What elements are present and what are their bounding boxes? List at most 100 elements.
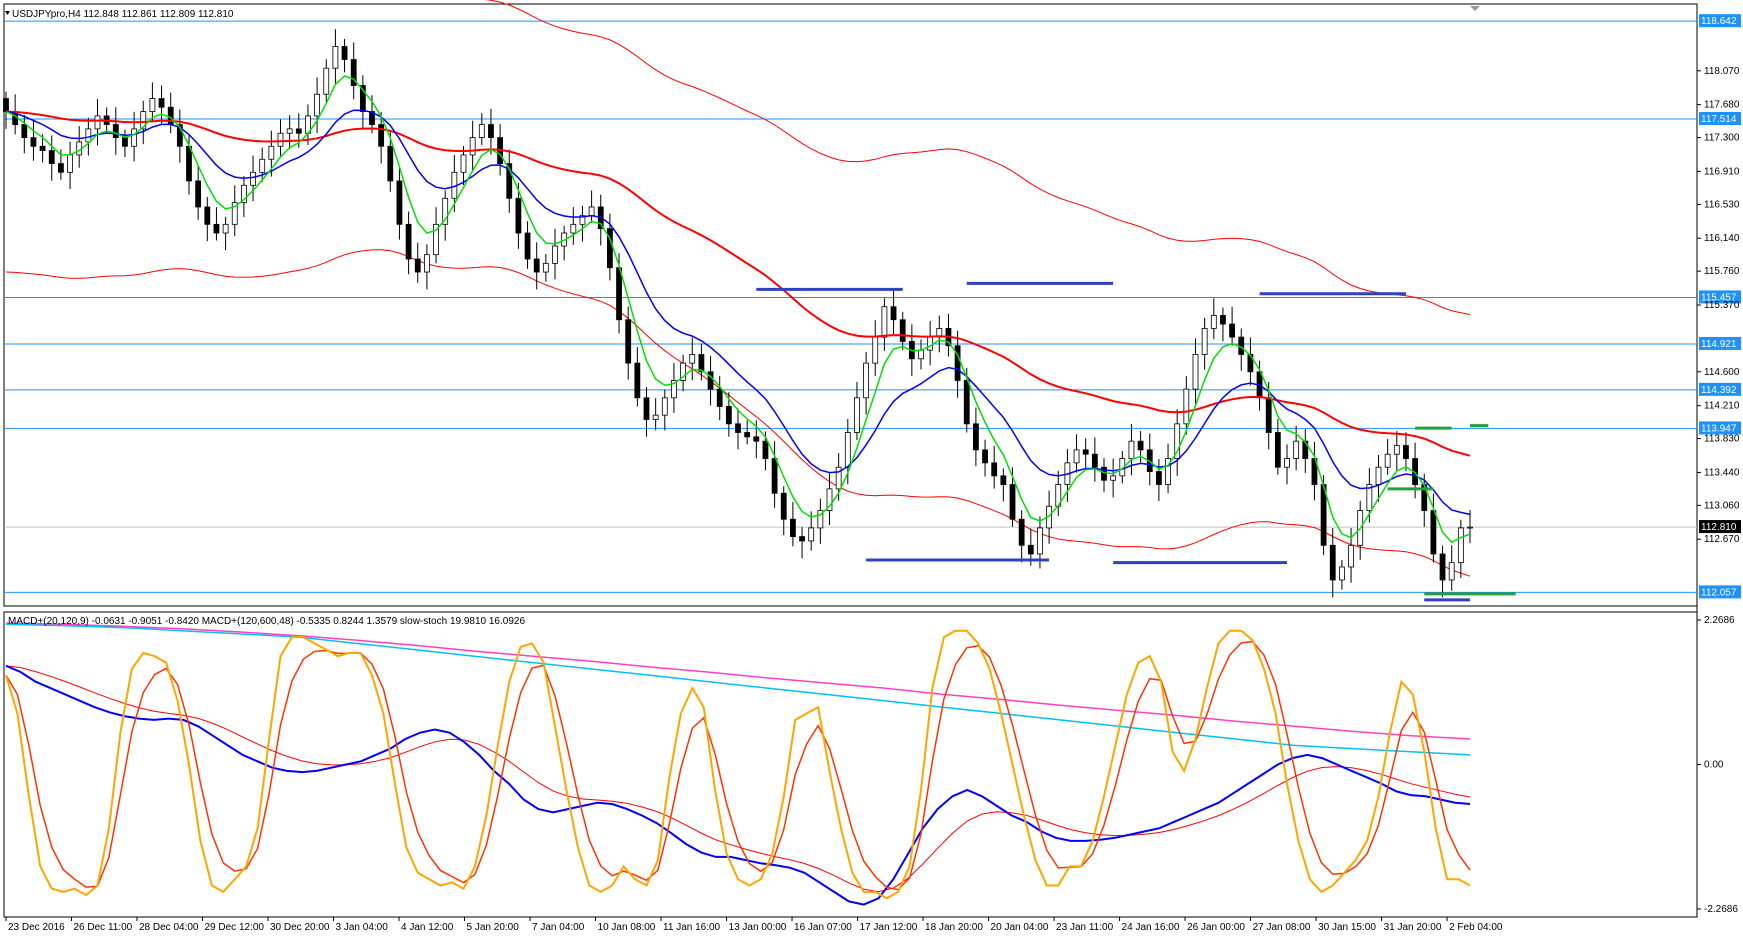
candle-body — [332, 46, 339, 69]
candle-body — [488, 124, 494, 138]
time-tick-label: 17 Jan 12:00 — [860, 922, 918, 933]
macd-slow-sig-line — [5, 622, 1471, 740]
candle-body — [149, 98, 156, 112]
candle-body — [762, 440, 769, 459]
candle-body — [1366, 484, 1373, 511]
axes: 118.642 117.514 115.457 114.921 114.392 113.9… — [5, 14, 1741, 933]
candle-body — [918, 349, 924, 360]
candle-body — [808, 527, 815, 542]
candle-body — [863, 362, 869, 399]
candle-body — [1439, 553, 1446, 581]
candle-body — [744, 432, 751, 438]
candle-body — [3, 98, 9, 112]
candle-body — [881, 306, 888, 338]
candle-body — [689, 354, 696, 364]
candle-body — [1110, 475, 1117, 481]
candle-body — [515, 197, 522, 234]
time-tick-label: 24 Jan 16:00 — [1122, 922, 1180, 933]
candle-body — [259, 158, 266, 173]
indicator-pane[interactable] — [5, 622, 1471, 906]
candle-body — [533, 258, 540, 273]
candle-body — [899, 319, 906, 342]
candle-body — [588, 206, 595, 217]
candle-body — [790, 518, 796, 538]
level-price-tag — [1699, 585, 1741, 599]
candle-body — [982, 449, 988, 464]
candle-body — [552, 245, 558, 264]
candle-body — [661, 397, 668, 416]
candle-body — [771, 458, 778, 494]
candle-body — [396, 180, 403, 225]
symbol-header: USDJPYpro,H4 112.848 112.861 112.809 112… — [12, 9, 234, 20]
candle-body — [735, 423, 741, 433]
candle-body — [1037, 527, 1043, 555]
candle-body — [195, 180, 202, 208]
candle-body — [405, 223, 412, 260]
time-tick-label: 29 Dec 12:00 — [205, 922, 265, 933]
candle-body — [1430, 510, 1437, 555]
candle-body — [1009, 484, 1016, 520]
candle-body — [1284, 458, 1290, 468]
time-tick-label: 11 Jan 16:00 — [663, 922, 721, 933]
level-price-label: 114.921 — [1701, 339, 1737, 350]
candle-body — [1210, 315, 1217, 329]
time-tick-label: 31 Jan 20:00 — [1384, 922, 1442, 933]
candle-body — [204, 206, 211, 225]
candle-body — [1348, 544, 1354, 568]
candle-body — [1329, 544, 1336, 581]
candle-body — [433, 223, 439, 256]
candle-body — [1375, 466, 1382, 485]
price-tick-label: 117.680 — [1704, 100, 1740, 111]
candle-body — [570, 223, 577, 234]
stoch-d-line — [5, 640, 1471, 891]
candle-body — [1448, 562, 1455, 581]
candle-body — [387, 145, 394, 182]
level-price-tag — [1699, 382, 1741, 396]
ema-slow-line — [5, 110, 1471, 457]
header-dropdown-icon[interactable] — [5, 11, 10, 15]
candle-body — [725, 406, 732, 425]
candle-body — [359, 85, 366, 112]
price-tick-label: 113.830 — [1704, 434, 1740, 445]
current-price-label: 112.810 — [1701, 522, 1737, 533]
candle-body — [1293, 440, 1300, 459]
price-tick-label: 115.370 — [1704, 300, 1740, 311]
candle-body — [112, 124, 119, 138]
indicator-tick-label: 0.00 — [1704, 760, 1724, 771]
candle-body — [991, 462, 998, 477]
time-tick-label: 3 Jan 04:00 — [336, 922, 389, 933]
level-price-tag — [1699, 112, 1741, 126]
time-tick-label: 7 Jan 04:00 — [532, 922, 585, 933]
scroll-marker-icon[interactable] — [1470, 6, 1480, 11]
ema-fast-line — [5, 75, 1471, 544]
candle-body — [1265, 397, 1272, 433]
candle-body — [506, 163, 513, 199]
candle-body — [414, 258, 421, 273]
time-tick-label: 27 Jan 08:00 — [1253, 922, 1311, 933]
price-tick-label: 114.600 — [1704, 367, 1740, 378]
price-tick-label: 112.670 — [1704, 534, 1740, 545]
candle-body — [58, 163, 64, 173]
lower-envelope-line — [5, 249, 1471, 577]
level-price-label: 117.514 — [1701, 114, 1737, 125]
candle-body — [616, 267, 622, 321]
candle-body — [469, 137, 476, 156]
candle-body — [835, 466, 842, 490]
candle-body — [1457, 527, 1464, 564]
time-tick-label: 26 Dec 11:00 — [74, 922, 133, 933]
candle-body — [442, 197, 449, 225]
price-tick-label: 116.910 — [1704, 166, 1740, 177]
candle-body — [927, 336, 934, 351]
price-tick-label: 113.440 — [1704, 467, 1740, 478]
price-pane-frame — [3, 3, 1698, 607]
price-pane[interactable] — [3, 0, 1698, 602]
candle-body — [716, 388, 723, 407]
candle-body — [222, 223, 229, 234]
level-price-label: 113.947 — [1701, 423, 1737, 434]
candle-body — [67, 154, 73, 173]
time-tick-label: 18 Jan 20:00 — [925, 922, 983, 933]
indicator-pane-frame — [3, 611, 1698, 918]
candle-body — [1137, 440, 1144, 451]
candle-body — [890, 306, 897, 321]
